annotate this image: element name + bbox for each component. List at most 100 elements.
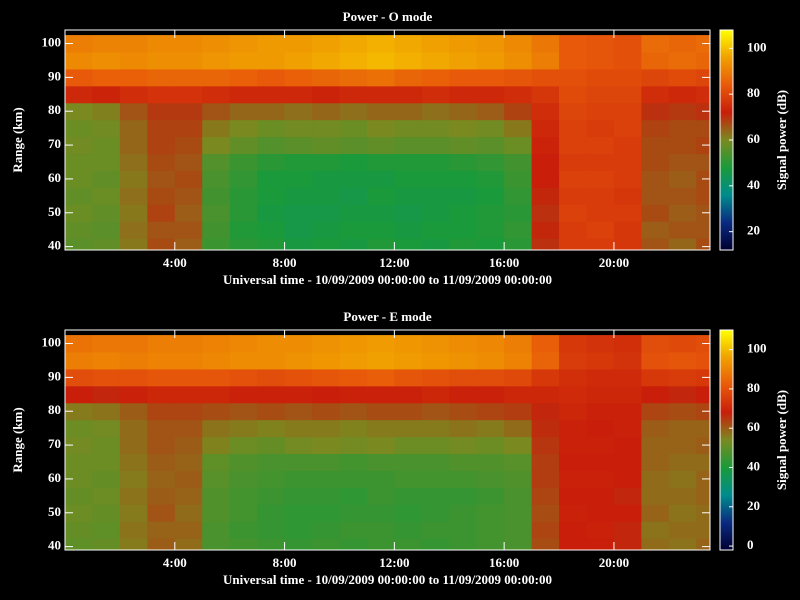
heat-cell — [65, 238, 93, 250]
heat-cell — [668, 136, 697, 155]
heat-cell — [504, 335, 533, 353]
heat-cell — [476, 436, 505, 455]
heat-cell — [586, 204, 615, 222]
heat-cell — [312, 385, 340, 404]
heat-cell — [284, 221, 313, 239]
heat-cell — [92, 119, 121, 138]
heat-cell — [92, 385, 121, 404]
heat-cell — [312, 119, 340, 138]
heat-cell — [257, 538, 286, 550]
heat-cell — [339, 470, 368, 488]
heat-cell — [202, 402, 231, 421]
heat-cell — [586, 538, 615, 550]
x-tick-label: 16:00 — [489, 555, 519, 570]
heat-cell — [339, 352, 368, 370]
heat-cell — [668, 538, 697, 550]
heat-cell — [449, 385, 478, 404]
heat-cell — [449, 335, 478, 353]
heat-cell — [476, 487, 505, 505]
heat-cell — [202, 385, 231, 404]
heat-cell — [119, 170, 148, 188]
heat-cell — [586, 221, 615, 239]
heat-cell — [586, 521, 615, 539]
heat-cell — [504, 221, 533, 239]
heat-cell — [531, 221, 560, 239]
heat-cell — [339, 221, 368, 239]
heat-cell — [147, 335, 176, 353]
heat-cell — [613, 52, 642, 70]
heat-cell — [147, 385, 176, 404]
heat-cell — [613, 238, 642, 250]
heat-cell — [421, 136, 450, 155]
heat-cell — [531, 204, 560, 222]
heat-cell — [394, 436, 423, 455]
heat-cell — [449, 204, 478, 222]
colorbar-tick-label: 60 — [747, 131, 760, 146]
heat-cell — [531, 402, 560, 421]
heat-cell — [641, 521, 670, 539]
heat-cell — [147, 402, 176, 421]
colorbar-tick-label: 40 — [747, 177, 760, 192]
heat-cell — [147, 136, 176, 155]
heat-cell — [531, 85, 560, 104]
heat-cell — [147, 221, 176, 239]
x-tick-label: 8:00 — [273, 255, 297, 270]
heat-cell — [147, 68, 176, 87]
heat-cell — [696, 521, 710, 539]
heat-cell — [449, 187, 478, 205]
heat-cell — [257, 352, 286, 370]
heat-cell — [366, 187, 395, 205]
heat-cell — [421, 68, 450, 87]
heat-cell — [421, 385, 450, 404]
heat-cell — [312, 52, 340, 70]
heat-cell — [92, 368, 121, 387]
heat-cell — [668, 352, 697, 370]
heat-cell — [312, 470, 340, 488]
heat-cell — [641, 52, 670, 70]
heat-cell — [229, 52, 258, 70]
heat-cell — [366, 170, 395, 188]
heat-cell — [229, 487, 258, 505]
heat-cell — [394, 119, 423, 138]
heat-cell — [65, 436, 93, 455]
heat-cell — [559, 470, 587, 488]
heat-cell — [641, 35, 670, 53]
heat-cell — [229, 385, 258, 404]
heat-cell — [641, 204, 670, 222]
heat-cell — [366, 521, 395, 539]
heat-cell — [366, 238, 395, 250]
heat-cell — [394, 538, 423, 550]
heat-cell — [119, 419, 148, 438]
heat-cell — [202, 335, 231, 353]
heat-cell — [476, 385, 505, 404]
heat-cell — [559, 102, 587, 121]
heat-cell — [504, 521, 533, 539]
colorbar-tick-label: 80 — [747, 380, 760, 395]
heat-cell — [394, 470, 423, 488]
heat-cell — [476, 170, 505, 188]
heat-cell — [65, 102, 93, 121]
heat-cell — [504, 385, 533, 404]
heat-cell — [174, 352, 203, 370]
heat-cell — [421, 521, 450, 539]
heat-cell — [449, 352, 478, 370]
heat-cell — [257, 221, 286, 239]
heat-cell — [476, 119, 505, 138]
heat-cell — [394, 52, 423, 70]
heat-cell — [65, 487, 93, 505]
heat-cell — [586, 238, 615, 250]
heat-cell — [92, 221, 121, 239]
x-tick-label: 8:00 — [273, 555, 297, 570]
heat-cell — [229, 85, 258, 104]
heat-cell — [641, 221, 670, 239]
heat-cell — [421, 85, 450, 104]
heat-cell — [696, 119, 710, 138]
heat-cell — [696, 352, 710, 370]
heat-cell — [284, 521, 313, 539]
heat-cell — [531, 119, 560, 138]
heat-cell — [559, 352, 587, 370]
heat-cell — [119, 85, 148, 104]
heat-cell — [257, 470, 286, 488]
heat-cell — [504, 453, 533, 471]
y-axis-label: Range (km) — [10, 407, 25, 472]
